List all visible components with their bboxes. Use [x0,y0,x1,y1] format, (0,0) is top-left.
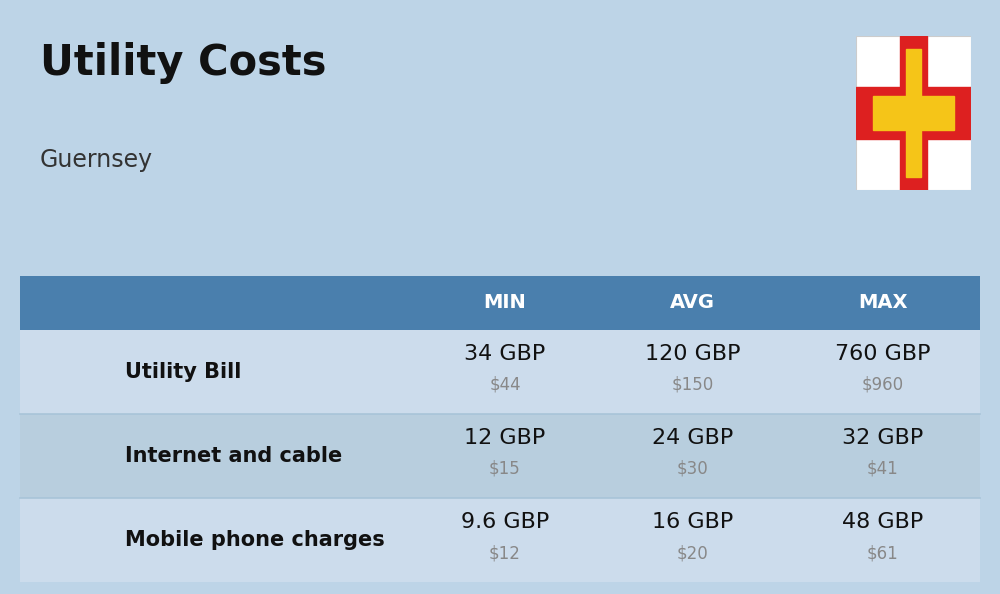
FancyBboxPatch shape [61,548,74,561]
Bar [40,369,45,376]
FancyBboxPatch shape [56,337,90,372]
Text: $30: $30 [677,460,708,478]
Bar [906,49,921,177]
Bar [32,369,36,376]
Text: $15: $15 [489,460,521,478]
Text: 24 GBP: 24 GBP [652,428,733,448]
Text: MAX: MAX [858,293,907,312]
Text: 12 GBP: 12 GBP [464,428,546,448]
Circle shape [70,353,76,359]
FancyBboxPatch shape [61,533,74,546]
FancyBboxPatch shape [66,380,93,404]
Text: $960: $960 [861,376,904,394]
FancyBboxPatch shape [856,36,971,190]
Text: $20: $20 [677,544,708,562]
Text: $61: $61 [867,544,898,562]
Bar [856,87,971,138]
Text: 760 GBP: 760 GBP [835,344,930,364]
Text: Utility Bill: Utility Bill [125,362,241,382]
FancyBboxPatch shape [46,533,59,546]
Bar [873,96,954,129]
Text: Utility Costs: Utility Costs [40,42,326,84]
Text: Internet and cable: Internet and cable [125,446,342,466]
Bar [76,376,83,383]
FancyBboxPatch shape [75,548,88,561]
Bar [900,36,927,190]
Bar [84,452,89,470]
Bar [45,516,85,517]
Text: 9.6 GBP: 9.6 GBP [461,512,549,532]
FancyBboxPatch shape [34,356,56,372]
Text: Guernsey: Guernsey [40,148,153,172]
Circle shape [38,350,53,362]
Text: 34 GBP: 34 GBP [464,344,546,364]
FancyBboxPatch shape [75,519,88,532]
Circle shape [65,349,82,363]
FancyBboxPatch shape [28,466,102,492]
Text: $12: $12 [489,544,521,562]
Text: $41: $41 [867,460,898,478]
FancyBboxPatch shape [35,503,95,578]
FancyBboxPatch shape [23,372,54,404]
Text: 16 GBP: 16 GBP [652,512,733,532]
Text: MIN: MIN [484,293,526,312]
Text: $44: $44 [489,376,521,394]
Circle shape [60,568,70,576]
FancyBboxPatch shape [61,519,74,532]
Text: 120 GBP: 120 GBP [645,344,740,364]
Text: 32 GBP: 32 GBP [842,428,923,448]
Text: 48 GBP: 48 GBP [842,512,923,532]
FancyBboxPatch shape [75,533,88,546]
Text: AVG: AVG [670,293,715,312]
Circle shape [43,476,50,482]
FancyBboxPatch shape [45,516,85,567]
Bar [41,452,46,470]
Text: Mobile phone charges: Mobile phone charges [125,530,385,550]
FancyBboxPatch shape [46,519,59,532]
Text: $150: $150 [671,376,714,394]
FancyBboxPatch shape [46,548,59,561]
